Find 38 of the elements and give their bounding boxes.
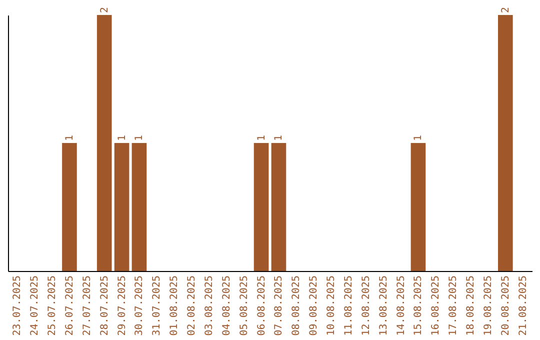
data-label: 1 (64, 134, 76, 141)
x-tick-label: 24.07.2025 (30, 276, 41, 336)
x-tick-label: 18.08.2025 (466, 276, 477, 336)
x-tick-label: 26.07.2025 (64, 276, 76, 336)
x-tick-label: 28.07.2025 (99, 276, 110, 336)
x-tick-label: 14.08.2025 (396, 276, 407, 336)
x-tick-label: 08.08.2025 (291, 276, 302, 336)
x-tick-label: 20.08.2025 (500, 276, 512, 336)
data-label: 1 (134, 134, 146, 141)
data-label: 2 (500, 6, 512, 13)
data-label: 1 (256, 134, 268, 141)
x-tick-label: 10.08.2025 (326, 276, 338, 336)
x-tick-label: 06.08.2025 (256, 276, 268, 336)
x-tick-label: 04.08.2025 (221, 276, 232, 336)
x-tick-label: 05.08.2025 (238, 276, 250, 336)
x-tick-label: 09.08.2025 (308, 276, 320, 336)
x-tick-label: 25.07.2025 (47, 276, 58, 336)
x-tick-label: 19.08.2025 (482, 276, 494, 336)
x-tick-label: 21.08.2025 (518, 276, 529, 336)
x-tick-label: 30.07.2025 (134, 276, 146, 336)
x-tick-label: 02.08.2025 (186, 276, 198, 336)
x-tick-label: 27.07.2025 (82, 276, 93, 336)
x-tick-label: 16.08.2025 (430, 276, 442, 336)
data-label: 2 (99, 6, 110, 13)
x-tick-label: 03.08.2025 (204, 276, 215, 336)
x-tick-label: 17.08.2025 (448, 276, 460, 336)
x-tick-label: 01.08.2025 (169, 276, 180, 336)
data-label: 1 (116, 134, 128, 141)
x-tick-label: 12.08.2025 (360, 276, 372, 336)
x-tick-label: 23.07.2025 (12, 276, 24, 336)
x-tick-label: 31.07.2025 (152, 276, 163, 336)
x-tick-label: 15.08.2025 (413, 276, 424, 336)
data-label: 1 (413, 134, 424, 141)
x-tick-label: 13.08.2025 (378, 276, 390, 336)
x-tick-label: 07.08.2025 (274, 276, 285, 336)
x-tick-label: 11.08.2025 (343, 276, 354, 336)
data-label: 1 (274, 134, 285, 141)
x-tick-label: 29.07.2025 (116, 276, 128, 336)
